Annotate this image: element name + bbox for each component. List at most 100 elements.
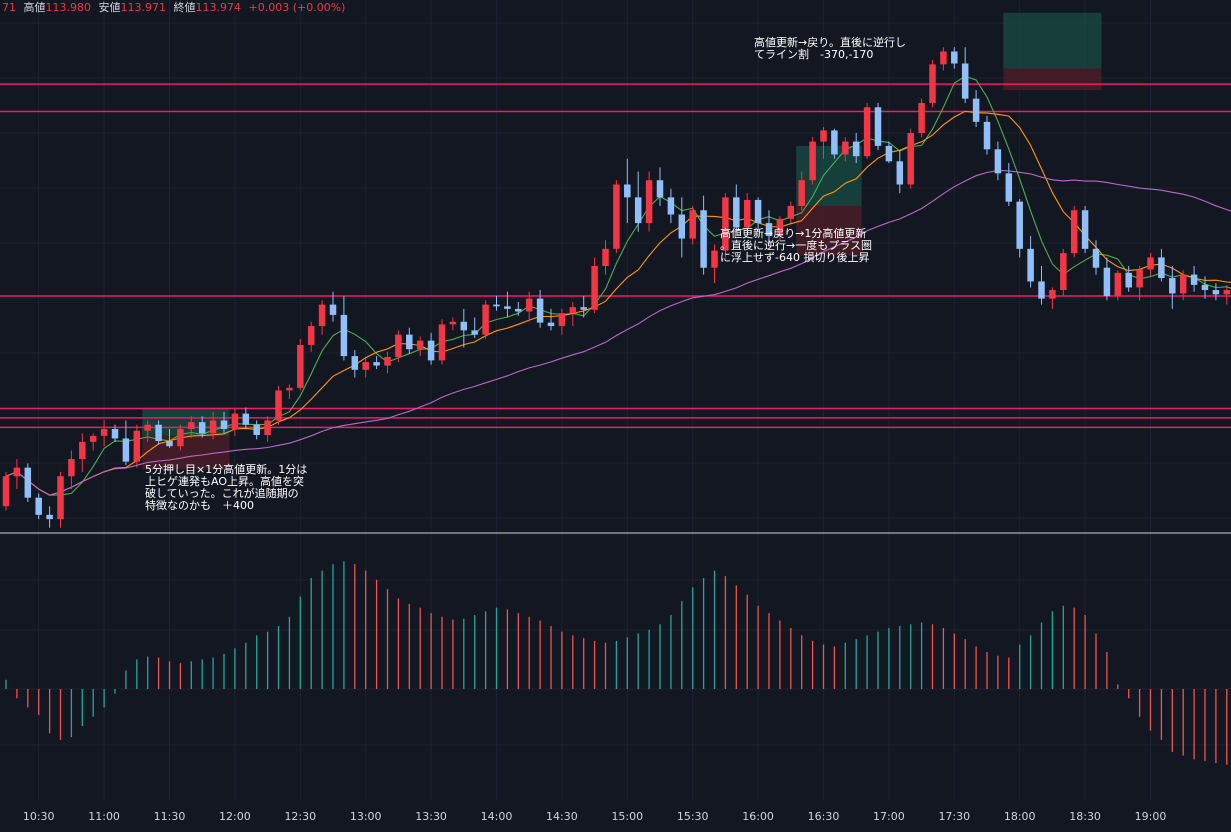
candle-body bbox=[79, 441, 86, 460]
candle bbox=[525, 291, 533, 322]
candle-body bbox=[863, 107, 871, 157]
candle bbox=[89, 433, 97, 451]
candle-body bbox=[1060, 253, 1067, 291]
candle bbox=[1190, 266, 1198, 292]
candle-body bbox=[122, 438, 130, 462]
candle bbox=[1158, 248, 1165, 282]
time-tick-label: 17:30 bbox=[938, 810, 970, 823]
candle bbox=[1223, 284, 1231, 305]
candle bbox=[787, 201, 795, 224]
time-tick-label: 14:00 bbox=[481, 810, 513, 823]
candle-body bbox=[1103, 267, 1111, 297]
candle bbox=[951, 47, 958, 69]
candle-body bbox=[1005, 173, 1013, 202]
candle-body bbox=[188, 422, 195, 430]
annotation-line: 高値更新→戻り。直後に逆行し bbox=[754, 35, 906, 49]
ohlc-close-value: 113.974 bbox=[195, 1, 242, 14]
candle-body bbox=[809, 141, 816, 181]
trade-zone-target bbox=[1003, 12, 1102, 69]
candle-body bbox=[896, 161, 904, 185]
candle-body bbox=[307, 326, 315, 345]
candle bbox=[613, 180, 620, 254]
annotation-note: 5分押し目×1分高値更新。1分は上ヒゲ連発もAO上昇。高値を突破していった。これ… bbox=[145, 462, 307, 512]
candle-body bbox=[318, 304, 326, 327]
candle bbox=[1005, 163, 1013, 206]
candle-body bbox=[983, 121, 991, 150]
annotation-line: 。直後に逆行→一度もプラス圏 bbox=[720, 238, 872, 252]
candle-body bbox=[395, 334, 402, 357]
candle bbox=[885, 141, 893, 164]
candle-body bbox=[591, 266, 598, 310]
time-tick-label: 17:00 bbox=[873, 810, 905, 823]
candle bbox=[1038, 266, 1045, 305]
candle-body bbox=[275, 390, 282, 421]
candle bbox=[1081, 205, 1089, 254]
candle bbox=[482, 300, 489, 339]
candle-body bbox=[951, 51, 958, 64]
ma-mid-line bbox=[5, 110, 1231, 496]
annotation-line: に浮上せず-640 損切り後上昇 bbox=[720, 250, 869, 264]
candle bbox=[471, 317, 478, 339]
candle-body bbox=[765, 223, 773, 236]
candle bbox=[155, 420, 162, 445]
candle-body bbox=[242, 413, 250, 425]
candle-body bbox=[198, 422, 206, 434]
candle-body bbox=[1136, 269, 1143, 288]
candle-body bbox=[1081, 210, 1089, 249]
candle bbox=[188, 416, 195, 438]
candle-body bbox=[1038, 281, 1045, 299]
candle-body bbox=[831, 130, 838, 155]
candle-body bbox=[907, 133, 914, 185]
candle bbox=[994, 141, 1002, 181]
candle bbox=[1070, 205, 1078, 258]
candle bbox=[79, 433, 86, 472]
candle-body bbox=[842, 141, 849, 155]
candle bbox=[1103, 257, 1111, 301]
candle-body bbox=[678, 214, 686, 239]
candle-body bbox=[384, 356, 391, 366]
candle bbox=[1212, 283, 1220, 301]
candle bbox=[624, 158, 631, 224]
annotation-line: てライン割 -370,-170 bbox=[754, 47, 873, 61]
candle bbox=[264, 416, 271, 442]
candle-body bbox=[1070, 210, 1078, 254]
ao-histogram-layer bbox=[5, 561, 1228, 765]
candle-body bbox=[1027, 248, 1034, 282]
candle bbox=[536, 290, 544, 328]
candle-body bbox=[754, 199, 762, 224]
candle bbox=[874, 102, 882, 151]
candle bbox=[351, 350, 359, 378]
candle bbox=[580, 296, 587, 318]
candle bbox=[918, 98, 925, 138]
candle bbox=[13, 459, 21, 490]
time-tick-label: 18:00 bbox=[1004, 810, 1036, 823]
candle bbox=[253, 420, 260, 440]
candle-body bbox=[722, 197, 729, 251]
candle-body bbox=[1212, 290, 1220, 295]
candle-body bbox=[1049, 290, 1056, 299]
candle bbox=[1049, 287, 1056, 309]
candle bbox=[231, 407, 239, 436]
candle bbox=[286, 384, 293, 399]
time-tick-label: 16:00 bbox=[742, 810, 774, 823]
candle bbox=[198, 416, 206, 438]
time-tick-label: 13:30 bbox=[415, 810, 447, 823]
candle bbox=[35, 493, 42, 520]
candle-body bbox=[1092, 248, 1100, 268]
candle bbox=[754, 197, 762, 232]
annotation-line: 高値更新→戻り→1分高値更新 bbox=[720, 226, 866, 240]
candle-body bbox=[787, 205, 795, 219]
candle-body bbox=[297, 344, 304, 388]
candle bbox=[362, 358, 369, 378]
candle bbox=[515, 302, 522, 316]
candle-body bbox=[624, 184, 631, 198]
candle-body bbox=[918, 102, 925, 133]
candle-body bbox=[689, 210, 696, 239]
candle bbox=[68, 450, 75, 490]
candle bbox=[602, 240, 609, 275]
candle bbox=[24, 463, 32, 502]
candle-body bbox=[100, 429, 108, 436]
candle bbox=[842, 137, 849, 162]
candle-body bbox=[427, 340, 435, 361]
